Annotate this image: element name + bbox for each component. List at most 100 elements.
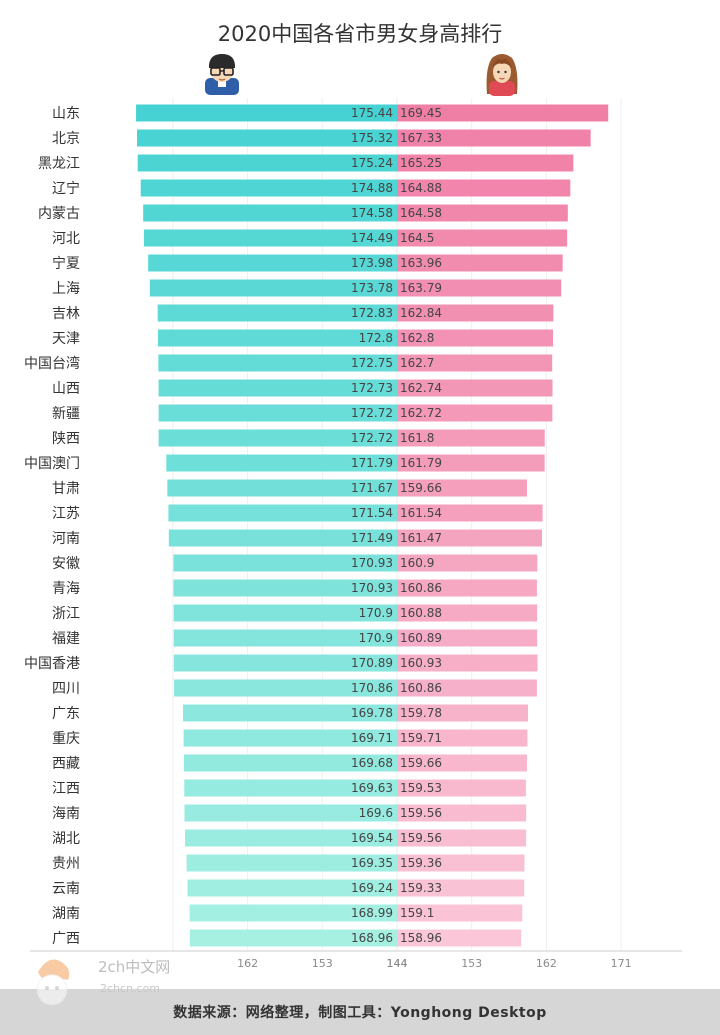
female-bar bbox=[397, 704, 528, 722]
category-label: 吉林 bbox=[52, 306, 80, 322]
male-value-label: 170.86 bbox=[351, 681, 393, 695]
category-label: 辽宁 bbox=[52, 180, 80, 197]
female-bar bbox=[397, 879, 525, 897]
category-label: 中国台湾 bbox=[24, 355, 80, 372]
category-label: 山西 bbox=[52, 381, 80, 397]
male-bar bbox=[173, 604, 397, 622]
male-bar bbox=[158, 429, 397, 447]
female-value-label: 160.88 bbox=[400, 606, 442, 620]
male-value-label: 175.32 bbox=[351, 131, 393, 145]
male-value-label: 172.72 bbox=[351, 406, 393, 420]
male-value-label: 173.78 bbox=[351, 281, 393, 295]
female-value-label: 162.72 bbox=[400, 406, 442, 420]
female-value-label: 162.8 bbox=[400, 331, 434, 345]
male-value-label: 169.35 bbox=[351, 856, 393, 870]
female-value-label: 161.8 bbox=[400, 431, 434, 445]
male-value-label: 174.88 bbox=[351, 181, 393, 195]
category-label: 广西 bbox=[52, 931, 80, 947]
x-tick-label-right: 144 bbox=[387, 957, 408, 970]
female-value-label: 160.86 bbox=[400, 681, 442, 695]
bars-layer: 山东 175.44 169.45 北京 175.32 167.33 黑龙江 175.24 165… bbox=[24, 104, 609, 947]
male-bar bbox=[149, 279, 397, 297]
category-label: 浙江 bbox=[52, 606, 80, 622]
grid-lines bbox=[172, 98, 622, 951]
category-label: 中国澳门 bbox=[24, 456, 80, 472]
male-value-label: 171.54 bbox=[351, 506, 393, 520]
male-value-label: 171.79 bbox=[351, 456, 393, 470]
female-bar bbox=[397, 679, 537, 697]
male-bar bbox=[167, 479, 397, 497]
male-bar bbox=[185, 829, 397, 847]
female-bar bbox=[397, 804, 527, 822]
male-value-label: 169.71 bbox=[351, 731, 393, 745]
male-value-label: 171.49 bbox=[351, 531, 393, 545]
male-value-label: 175.24 bbox=[351, 156, 393, 170]
male-value-label: 170.93 bbox=[351, 556, 393, 570]
male-value-label: 169.54 bbox=[351, 831, 393, 845]
male-value-label: 169.63 bbox=[351, 781, 393, 795]
category-label: 宁夏 bbox=[52, 255, 80, 272]
male-value-label: 174.58 bbox=[351, 206, 393, 220]
category-label: 天津 bbox=[52, 331, 80, 347]
female-value-label: 162.74 bbox=[400, 381, 442, 395]
female-value-label: 159.56 bbox=[400, 831, 442, 845]
male-bar bbox=[143, 204, 397, 222]
category-label: 贵州 bbox=[52, 856, 80, 872]
male-value-label: 173.98 bbox=[351, 256, 393, 270]
x-tick-label-right: 171 bbox=[611, 957, 632, 970]
male-bar bbox=[137, 154, 397, 172]
female-value-label: 159.53 bbox=[400, 781, 442, 795]
category-label: 中国香港 bbox=[24, 656, 80, 672]
female-value-label: 161.54 bbox=[400, 506, 442, 520]
male-value-label: 170.9 bbox=[359, 631, 393, 645]
female-value-label: 162.7 bbox=[400, 356, 434, 370]
female-bar bbox=[397, 779, 526, 797]
male-bar bbox=[140, 179, 398, 197]
female-bar bbox=[397, 579, 537, 597]
male-bar bbox=[168, 529, 397, 547]
male-bar bbox=[187, 879, 397, 897]
female-bar bbox=[397, 179, 571, 197]
x-tick-label-left: 153 bbox=[312, 957, 333, 970]
category-label: 湖南 bbox=[52, 906, 80, 922]
female-bar bbox=[397, 629, 538, 647]
male-bar bbox=[183, 729, 397, 747]
female-value-label: 160.86 bbox=[400, 581, 442, 595]
male-value-label: 169.24 bbox=[351, 881, 393, 895]
male-bar bbox=[184, 779, 397, 797]
data-source-text: 数据来源：网络整理，制图工具：Yonghong Desktop bbox=[173, 1005, 547, 1021]
female-value-label: 163.96 bbox=[400, 256, 442, 270]
female-value-label: 159.36 bbox=[400, 856, 442, 870]
female-bar bbox=[397, 729, 528, 747]
female-bar bbox=[397, 554, 538, 572]
female-value-label: 163.79 bbox=[400, 281, 442, 295]
male-bar bbox=[148, 254, 397, 272]
male-bar bbox=[189, 929, 397, 947]
male-bar bbox=[137, 129, 397, 147]
female-bar bbox=[397, 279, 562, 297]
category-label: 广东 bbox=[52, 706, 80, 722]
man-glasses-avatar-icon bbox=[205, 54, 239, 95]
female-bar bbox=[397, 229, 568, 247]
male-value-label: 172.72 bbox=[351, 431, 393, 445]
male-bar bbox=[173, 554, 397, 572]
category-label: 甘肃 bbox=[52, 481, 80, 497]
female-value-label: 159.66 bbox=[400, 756, 442, 770]
category-label: 河北 bbox=[52, 231, 80, 247]
category-label: 内蒙古 bbox=[38, 206, 80, 222]
x-tick-label-left: 162 bbox=[237, 957, 258, 970]
female-value-label: 162.84 bbox=[400, 306, 442, 320]
female-value-label: 159.1 bbox=[400, 906, 434, 920]
male-bar bbox=[158, 354, 397, 372]
male-bar bbox=[168, 504, 397, 522]
female-bar bbox=[397, 854, 525, 872]
female-value-label: 159.78 bbox=[400, 706, 442, 720]
male-bar bbox=[186, 854, 397, 872]
male-bar bbox=[173, 654, 397, 672]
male-bar bbox=[158, 379, 397, 397]
male-bar bbox=[183, 754, 397, 772]
female-value-label: 165.25 bbox=[400, 156, 442, 170]
female-bar bbox=[397, 129, 591, 147]
female-value-label: 159.71 bbox=[400, 731, 442, 745]
